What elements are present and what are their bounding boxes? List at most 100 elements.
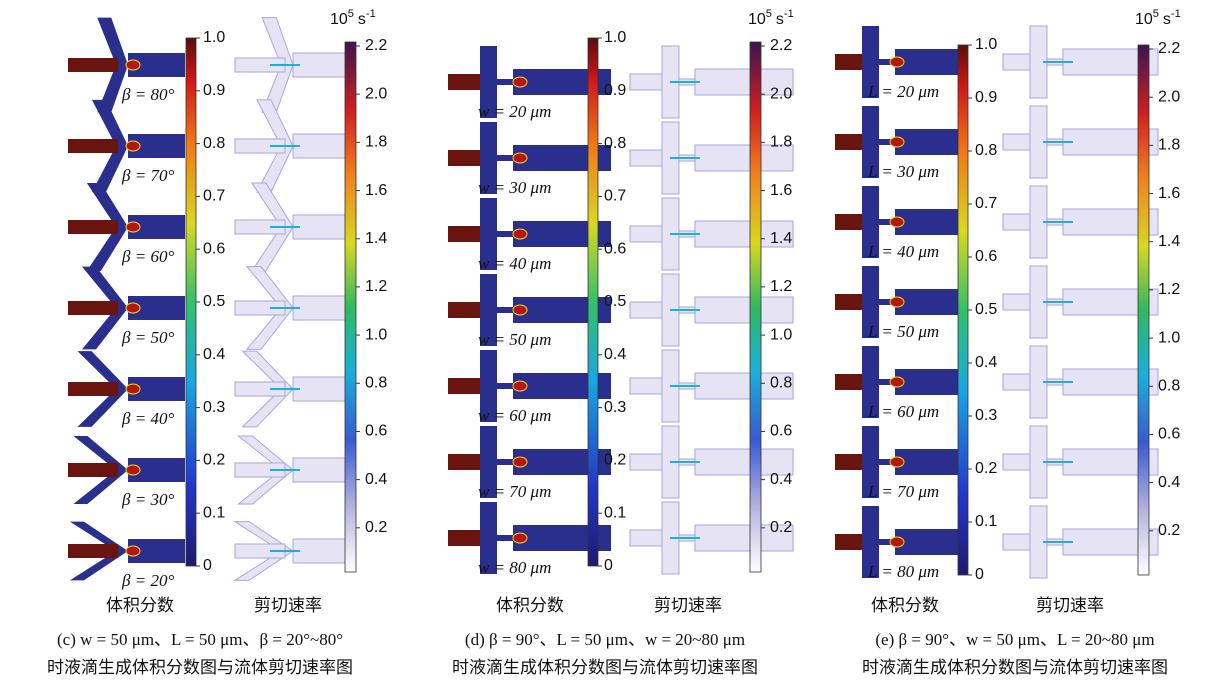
outlet [895, 49, 960, 75]
inlet [835, 214, 862, 230]
outlet [293, 134, 350, 158]
volume-tick-label: 0.3 [203, 399, 225, 416]
inlet [630, 302, 662, 318]
volume-tick-label: 0.5 [604, 293, 626, 310]
neck [497, 231, 515, 237]
inlet [68, 58, 118, 72]
row-label: w = 70 μm [478, 482, 551, 501]
shear-tick-label: 0.6 [1158, 426, 1180, 443]
outlet [293, 377, 350, 401]
inlet [835, 454, 862, 470]
row-label: β = 80° [121, 85, 174, 104]
volume-tick-label: 0.2 [203, 452, 225, 469]
shear-tick-label: 2.2 [770, 37, 792, 54]
inlet [1003, 454, 1030, 470]
panel: L = 20 μmL = 30 μmL = 40 μmL = 50 μmL = … [835, 8, 1181, 678]
outlet [895, 129, 960, 155]
droplet [513, 457, 527, 467]
inlet [448, 454, 480, 470]
inlet [1003, 374, 1030, 390]
droplet [513, 153, 527, 163]
volume-tick-label: 0.3 [975, 407, 997, 424]
shear-tick-label: 0.4 [365, 471, 387, 488]
shear-tick-label: 2.2 [1158, 40, 1180, 57]
droplet [513, 229, 527, 239]
volume-tick-label: 0 [975, 566, 984, 583]
shear-colorbar [1138, 45, 1149, 575]
shear-tick-label: 1.6 [770, 182, 792, 199]
volume-tick-label: 1.0 [604, 29, 626, 46]
row-label: w = 60 μm [478, 406, 551, 425]
inlet [448, 302, 480, 318]
unit-part: s [1163, 11, 1171, 28]
inlet [835, 294, 862, 310]
outlet [695, 297, 793, 323]
droplet [126, 465, 140, 475]
volume-tick-label: 0.1 [604, 504, 626, 521]
inlet [448, 378, 480, 394]
inlet [68, 544, 118, 558]
shear-tick-label: 1.2 [365, 278, 387, 295]
column-label: 体积分数 [871, 596, 939, 616]
droplet [513, 77, 527, 87]
inlet [835, 134, 862, 150]
shear-tick-label: 1.8 [1158, 137, 1180, 154]
unit-part: 5 [766, 8, 772, 20]
shear-tick-label: 0.6 [770, 423, 792, 440]
neck [497, 307, 515, 313]
inlet [1003, 534, 1030, 550]
shear-tick-label: 1.0 [1158, 329, 1180, 346]
neck [497, 383, 515, 389]
shear-tick-label: 0.2 [770, 519, 792, 536]
droplet [890, 537, 904, 547]
outlet [895, 529, 960, 555]
volume-tick-label: 0.2 [975, 460, 997, 477]
row-label: β = 70° [121, 166, 174, 185]
row-label: L = 30 μm [867, 162, 939, 181]
column-label: 剪切速率 [654, 596, 722, 616]
shear-tick-label: 0.8 [1158, 377, 1180, 394]
shear-tick-label: 1.4 [365, 230, 387, 247]
volume-tick-label: 0.9 [604, 82, 626, 99]
neck [497, 535, 515, 541]
unit-part: 5 [348, 8, 354, 20]
row-label: β = 60° [121, 247, 174, 266]
droplet [890, 377, 904, 387]
neck [497, 155, 515, 161]
shear-tick-label: 0.4 [770, 471, 792, 488]
volume-tick-label: 0.7 [975, 195, 997, 212]
shear-tick-label: 1.6 [365, 182, 387, 199]
outlet [293, 53, 350, 77]
neck [497, 459, 515, 465]
shear-tick-label: 1.2 [1158, 281, 1180, 298]
shear-tick-label: 1.4 [770, 230, 792, 247]
droplet [890, 57, 904, 67]
outlet [293, 296, 350, 320]
row-label: β = 20° [121, 571, 174, 590]
volume-tick-label: 0.8 [203, 135, 225, 152]
volume-tick-label: 0.5 [203, 293, 225, 310]
shear-tick-label: 0.6 [365, 423, 387, 440]
unit-part: 5 [1153, 8, 1159, 20]
droplet [890, 137, 904, 147]
droplet [126, 546, 140, 556]
shear-tick-label: 0.8 [365, 374, 387, 391]
volume-tick-label: 0.7 [203, 188, 225, 205]
unit-part: s [358, 11, 366, 28]
volume-tick-label: 0.3 [604, 399, 626, 416]
inlet [68, 220, 118, 234]
figure: β = 80°β = 70°β = 60°β = 50°β = 40°β = 3… [0, 0, 1212, 682]
row-label: w = 30 μm [478, 178, 551, 197]
volume-colorbar [186, 38, 196, 566]
volume-tick-label: 0.7 [604, 188, 626, 205]
inlet [1003, 54, 1030, 70]
volume-tick-label: 0.4 [604, 346, 626, 363]
droplet [126, 60, 140, 70]
row-label: β = 40° [121, 409, 174, 428]
neck [497, 79, 515, 85]
droplet [513, 381, 527, 391]
inlet [835, 374, 862, 390]
shear-unit: 105s-1 [330, 8, 376, 28]
volume-tick-label: 0.9 [203, 82, 225, 99]
